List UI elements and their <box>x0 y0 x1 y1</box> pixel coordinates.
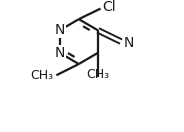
Text: N: N <box>54 23 65 37</box>
Text: Cl: Cl <box>102 0 116 14</box>
Text: N: N <box>54 46 65 60</box>
Text: CH₃: CH₃ <box>31 69 54 82</box>
Text: CH₃: CH₃ <box>86 68 109 81</box>
Text: N: N <box>124 36 134 50</box>
